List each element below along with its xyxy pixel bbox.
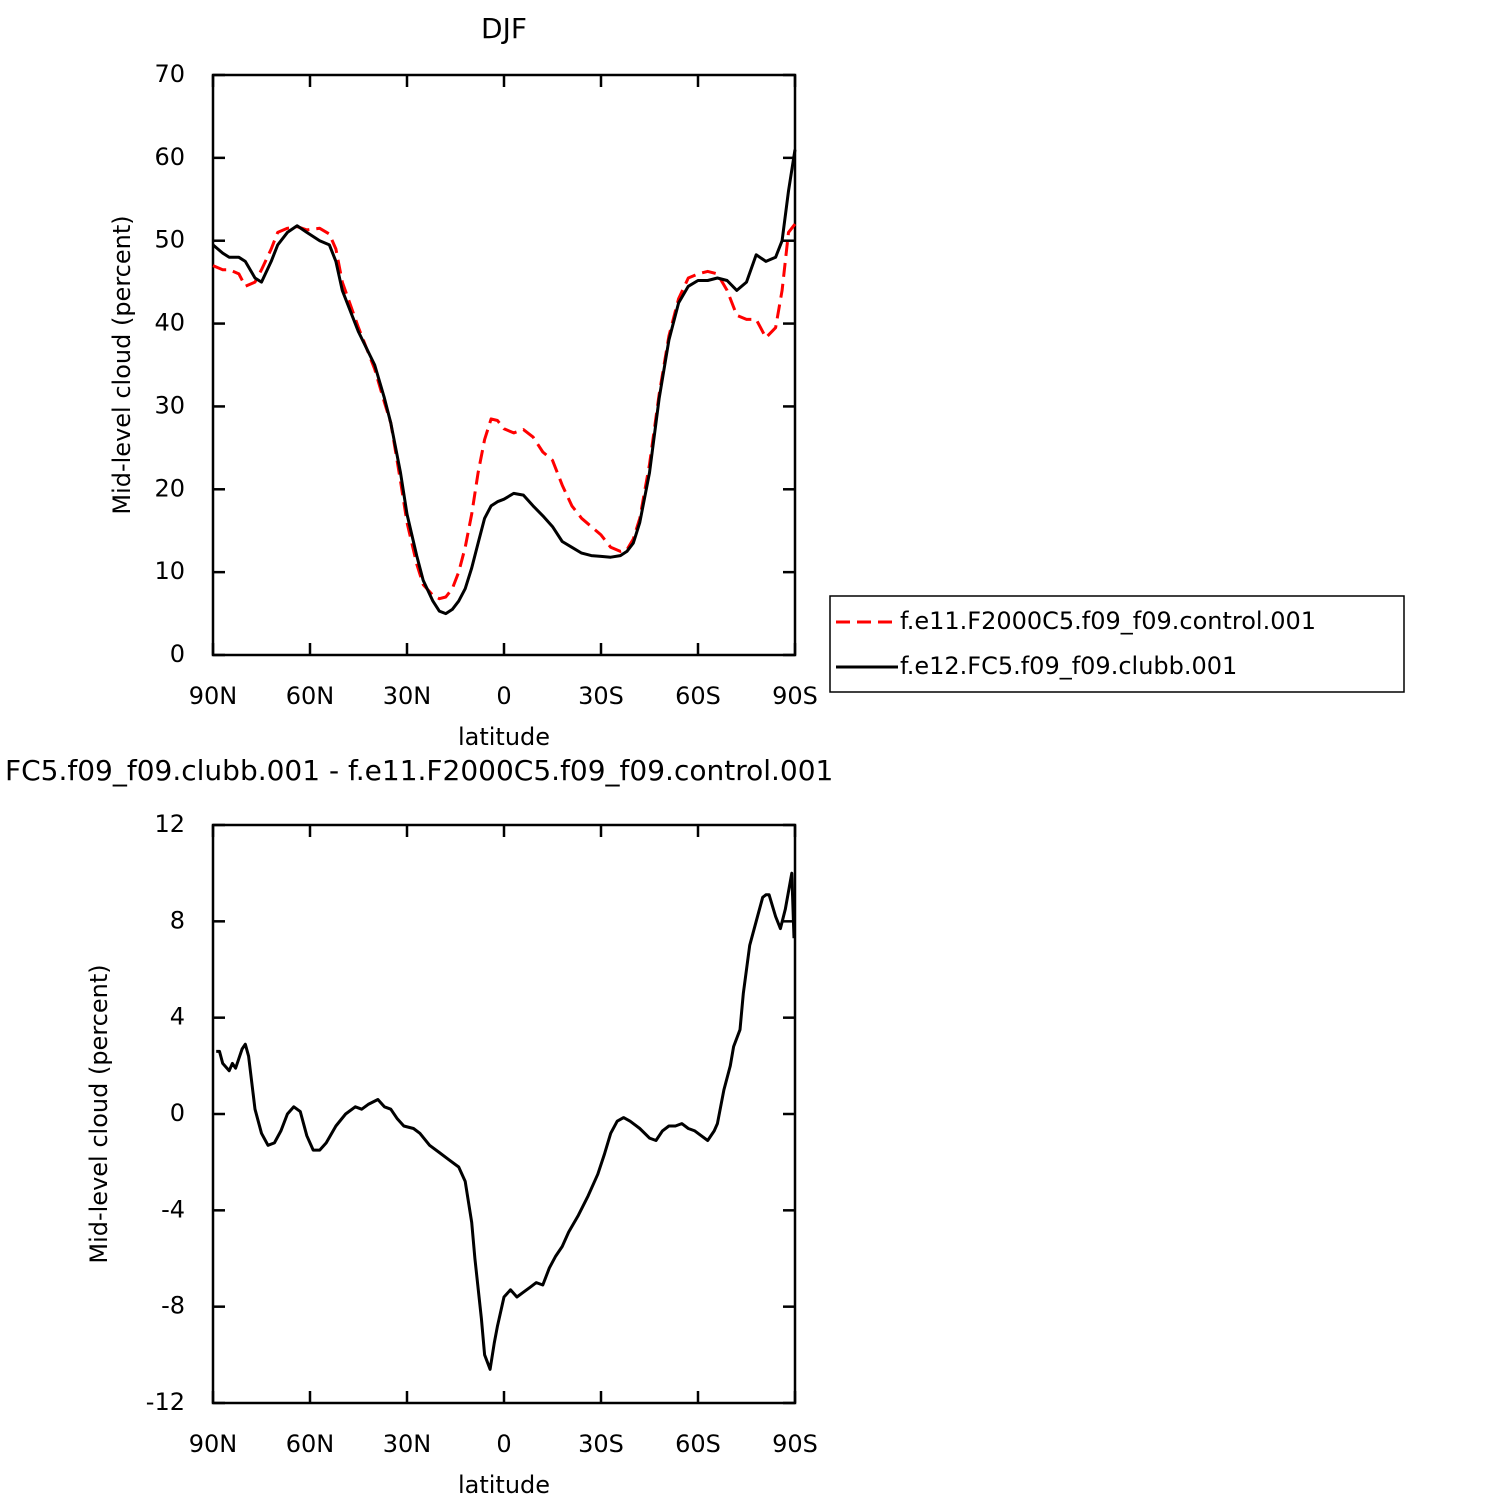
y-tick-label: -8	[161, 1292, 185, 1320]
y-tick-label: -4	[161, 1195, 185, 1223]
x-tick-label: 90N	[189, 1430, 238, 1458]
x-tick-label: 30N	[383, 1430, 432, 1458]
y-tick-label: 70	[154, 60, 185, 88]
series-line	[212, 149, 797, 616]
plot-frame	[211, 73, 797, 657]
x-tick-label: 60S	[675, 1430, 721, 1458]
x-tick-label: 30N	[383, 682, 432, 710]
x-axis-label: latitude	[458, 723, 550, 751]
y-tick-label: 20	[154, 474, 185, 502]
y-axis-label: Mid-level cloud (percent)	[108, 215, 136, 514]
x-tick-label: 60N	[286, 682, 335, 710]
y-tick-label: 12	[154, 810, 185, 838]
y-tick-label: 60	[154, 143, 185, 171]
x-tick-label: 0	[496, 1430, 511, 1458]
legend-box	[829, 595, 1405, 693]
legend-label: f.e12.FC5.f09_f09.clubb.001	[900, 652, 1237, 680]
chart-title: FC5.f09_f09.clubb.001 - f.e11.F2000C5.f0…	[5, 754, 833, 787]
y-tick-label: 0	[170, 1099, 185, 1127]
y-tick-label: 8	[170, 906, 185, 934]
x-tick-label: 60N	[286, 1430, 335, 1458]
y-tick-label: 50	[154, 226, 185, 254]
y-tick-label: 40	[154, 309, 185, 337]
x-tick-label: 30S	[578, 1430, 624, 1458]
x-tick-label: 90S	[772, 1430, 818, 1458]
y-axis-label: Mid-level cloud (percent)	[85, 964, 113, 1263]
series-line	[216, 871, 796, 1371]
x-tick-label: 90N	[189, 682, 238, 710]
series-line	[212, 223, 797, 601]
x-tick-label: 0	[496, 682, 511, 710]
y-tick-label: 10	[154, 557, 185, 585]
y-tick-label: 30	[154, 391, 185, 419]
y-tick-label: -12	[146, 1388, 185, 1416]
x-axis-label: latitude	[458, 1471, 550, 1499]
x-tick-label: 60S	[675, 682, 721, 710]
chart-title: DJF	[481, 12, 527, 45]
x-tick-label: 90S	[772, 682, 818, 710]
y-tick-label: 0	[170, 640, 185, 668]
x-tick-label: 30S	[578, 682, 624, 710]
legend-label: f.e11.F2000C5.f09_f09.control.001	[900, 607, 1316, 635]
y-tick-label: 4	[170, 1003, 185, 1031]
